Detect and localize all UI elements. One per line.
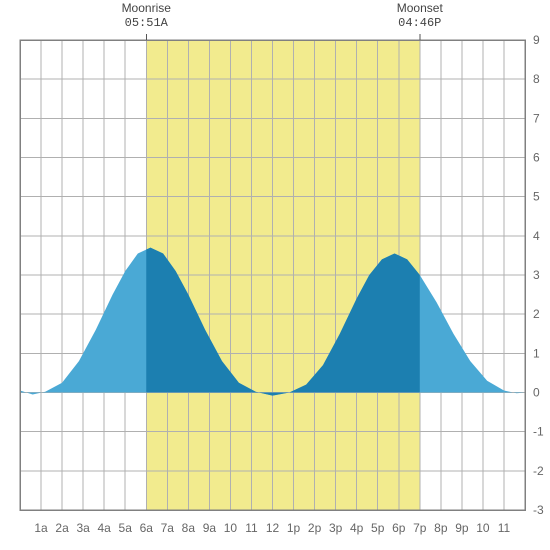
y-tick-label: 1 [533,346,540,360]
y-tick-label: 2 [533,307,540,321]
tide-chart: -3-2-101234567891a2a3a4a5a6a7a8a9a101112… [0,0,550,550]
x-tick-label: 10 [476,521,490,535]
x-tick-label: 7p [413,521,427,535]
x-tick-label: 8a [182,521,196,535]
x-tick-label: 9p [455,521,469,535]
x-tick-label: 2p [308,521,322,535]
y-tick-label: 3 [533,268,540,282]
x-tick-label: 5p [371,521,385,535]
y-tick-label: 9 [533,33,540,47]
marker-time: 05:51A [125,16,169,30]
x-tick-label: 4a [97,521,111,535]
x-tick-label: 1a [34,521,48,535]
x-tick-label: 4p [350,521,364,535]
x-tick-label: 6a [140,521,154,535]
y-tick-label: -3 [533,503,544,517]
x-tick-label: 8p [434,521,448,535]
x-tick-label: 9a [203,521,217,535]
x-tick-label: 12 [266,521,280,535]
y-tick-label: 8 [533,72,540,86]
y-tick-label: -2 [533,464,544,478]
x-tick-label: 1p [287,521,301,535]
y-tick-label: 4 [533,229,540,243]
marker-label: Moonrise [122,1,172,15]
y-tick-label: -1 [533,425,544,439]
x-tick-label: 7a [161,521,175,535]
chart-svg: -3-2-101234567891a2a3a4a5a6a7a8a9a101112… [0,0,550,550]
x-tick-label: 10 [224,521,238,535]
marker-time: 04:46P [398,16,441,30]
x-tick-label: 6p [392,521,406,535]
y-tick-label: 5 [533,190,540,204]
x-tick-label: 3a [76,521,90,535]
y-tick-label: 0 [533,386,540,400]
x-tick-label: 3p [329,521,343,535]
marker-label: Moonset [397,1,444,15]
y-tick-label: 6 [533,151,540,165]
x-tick-label: 2a [55,521,69,535]
x-tick-label: 5a [119,521,133,535]
x-tick-label: 11 [498,521,511,535]
x-tick-label: 11 [245,521,258,535]
y-tick-label: 7 [533,111,540,125]
